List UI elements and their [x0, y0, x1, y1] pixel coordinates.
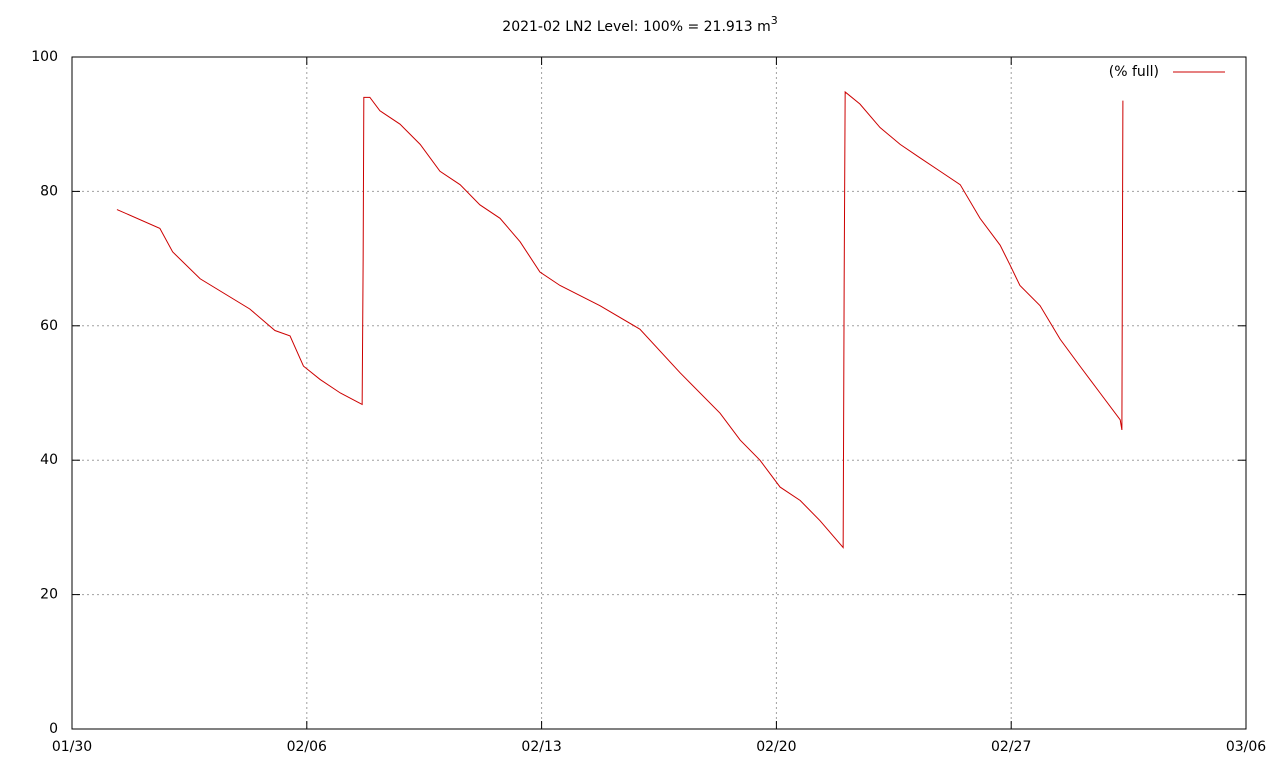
y-tick-label: 40	[40, 452, 58, 468]
y-tick-label: 0	[49, 721, 58, 737]
plot-frame	[71, 56, 1247, 730]
x-tick-label: 03/06	[1226, 739, 1266, 755]
y-tick-label: 80	[40, 183, 58, 199]
x-tick-label: 02/20	[756, 739, 796, 755]
x-tick-label: 02/06	[287, 739, 327, 755]
title-superscript: 3	[771, 14, 778, 27]
y-tick-label: 20	[40, 587, 58, 603]
x-tick-label: 01/30	[52, 739, 92, 755]
x-tick-label: 02/27	[991, 739, 1031, 755]
y-tick-label: 60	[40, 318, 58, 334]
series-line	[116, 90, 1124, 549]
title-text: 2021-02 LN2 Level: 100% = 21.913 m	[502, 19, 770, 35]
x-tick-label: 02/13	[521, 739, 561, 755]
chart-title: 2021-02 LN2 Level: 100% = 21.913 m3	[502, 14, 777, 35]
y-tick-label: 100	[31, 49, 58, 65]
legend-label: (% full)	[1109, 64, 1159, 80]
